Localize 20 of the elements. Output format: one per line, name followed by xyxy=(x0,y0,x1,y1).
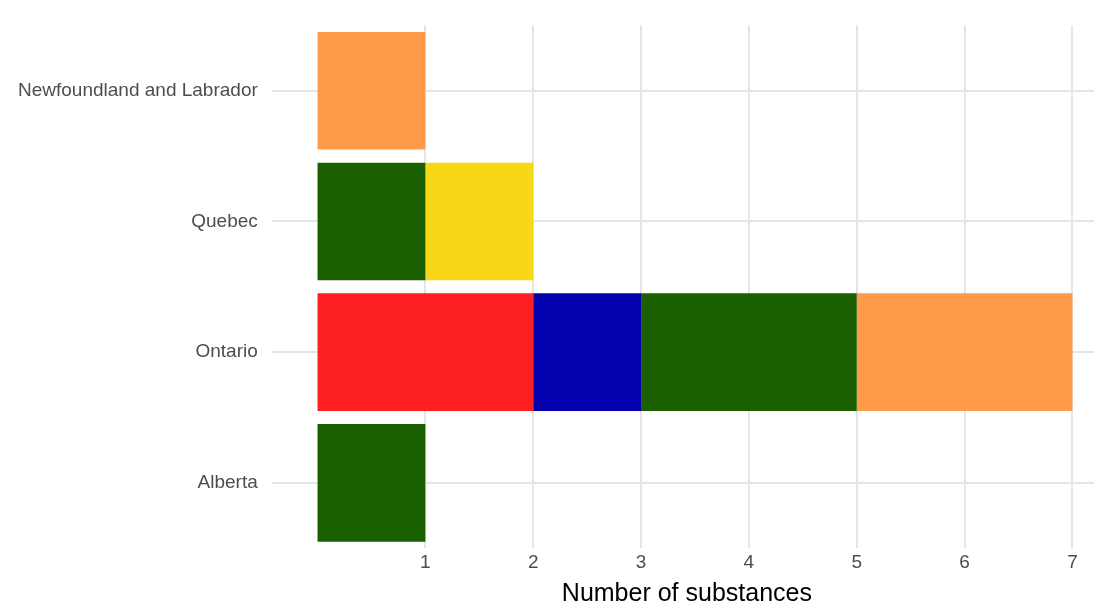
bar xyxy=(425,162,534,281)
x-tick-label: 5 xyxy=(851,550,863,572)
x-tick-label: 2 xyxy=(527,550,539,572)
x-tick-label: 3 xyxy=(635,550,647,572)
x-axis-title: Number of substances xyxy=(561,577,812,606)
bar xyxy=(317,31,426,150)
bar xyxy=(317,424,426,542)
x-tick-label: 7 xyxy=(1067,550,1078,572)
y-tick-label: Quebec xyxy=(191,209,258,231)
bar xyxy=(856,293,1073,411)
y-tick-label: Ontario xyxy=(195,340,258,362)
bar xyxy=(317,293,534,411)
bar xyxy=(533,293,642,411)
y-tick-label: Newfoundland and Labrador xyxy=(17,78,259,100)
x-tick-label: 4 xyxy=(743,550,755,572)
y-tick-label: Alberta xyxy=(197,471,259,493)
bar xyxy=(641,293,857,411)
x-tick-label: 6 xyxy=(959,550,970,572)
x-tick-label: 1 xyxy=(420,550,431,572)
bar xyxy=(317,162,426,281)
